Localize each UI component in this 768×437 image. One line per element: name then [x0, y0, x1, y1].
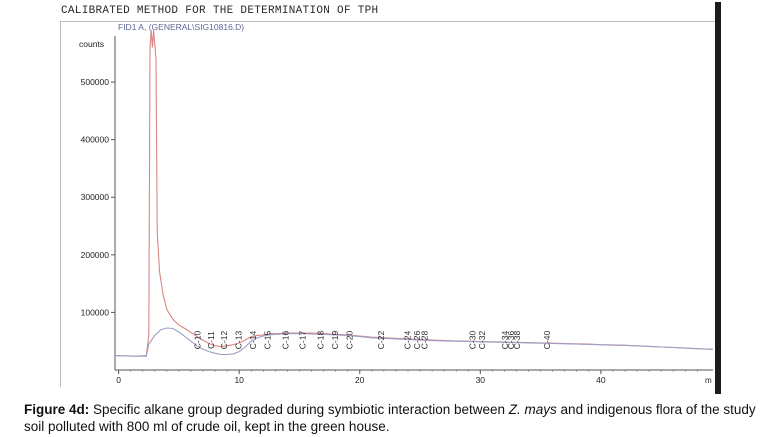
caption-label: Figure 4d: [24, 402, 90, 417]
x-tick-label: 10 [234, 375, 244, 385]
peak-label: C-12 [219, 331, 229, 350]
peak-label: C-13 [234, 331, 244, 350]
peak-label: C-36 [506, 331, 516, 350]
peak-label: C-24 [402, 331, 412, 350]
y-tick-label: 200000 [81, 250, 110, 260]
y-tick-label: 300000 [81, 192, 110, 202]
scan-edge-bar [715, 2, 721, 394]
x-tick-label: 20 [355, 375, 365, 385]
peak-label: C-32 [477, 331, 487, 350]
peak-label: C-22 [376, 331, 386, 350]
signal-label: FID1 A, (GENERAL\SIG10816.D) [118, 22, 244, 32]
y-tick-label: 400000 [81, 135, 110, 145]
peak-label: C-19 [330, 331, 340, 350]
y-tick-label: 500000 [81, 77, 110, 87]
x-tick-label: 0 [116, 375, 121, 385]
x-tick-label: 30 [476, 375, 486, 385]
peak-label: C-34 [500, 331, 510, 350]
caption-text-before: Specific alkane group degraded during sy… [89, 402, 509, 417]
peak-label: C-14 [248, 331, 258, 350]
series-line-2 [114, 327, 714, 357]
x-unit-label: m [705, 376, 712, 385]
peak-label: C-10 [193, 331, 203, 350]
method-title: CALIBRATED METHOD FOR THE DETERMINATION … [61, 5, 379, 17]
y-tick-label: 100000 [81, 307, 110, 317]
peak-label: C-30 [467, 331, 477, 350]
peak-label: C-11 [206, 331, 216, 349]
peak-label: C-18 [316, 331, 326, 350]
figure-caption: Figure 4d: Specific alkane group degrade… [24, 401, 758, 435]
peak-label: C-15 [263, 331, 273, 350]
caption-text-after: and indigenous flora of the study soil p… [24, 402, 756, 434]
x-tick-label: 40 [596, 375, 606, 385]
series-line-1 [114, 30, 714, 357]
caption-species: Z. mays [508, 402, 557, 417]
peak-label: C-26 [412, 331, 422, 350]
y-unit-label: counts [79, 39, 104, 49]
peak-label: C-20 [345, 331, 355, 350]
peak-label: C-28 [419, 331, 429, 350]
peak-label: C-17 [297, 331, 307, 350]
peak-label: C-40 [542, 331, 552, 350]
peak-label: C-38 [512, 331, 522, 350]
peak-label: C-16 [281, 331, 291, 350]
chromatogram-plot: FID1 A, (GENERAL\SIG10816.D) counts 1000… [79, 22, 714, 385]
chromatogram-frame: FID1 A, (GENERAL\SIG10816.D) counts 1000… [60, 21, 715, 387]
